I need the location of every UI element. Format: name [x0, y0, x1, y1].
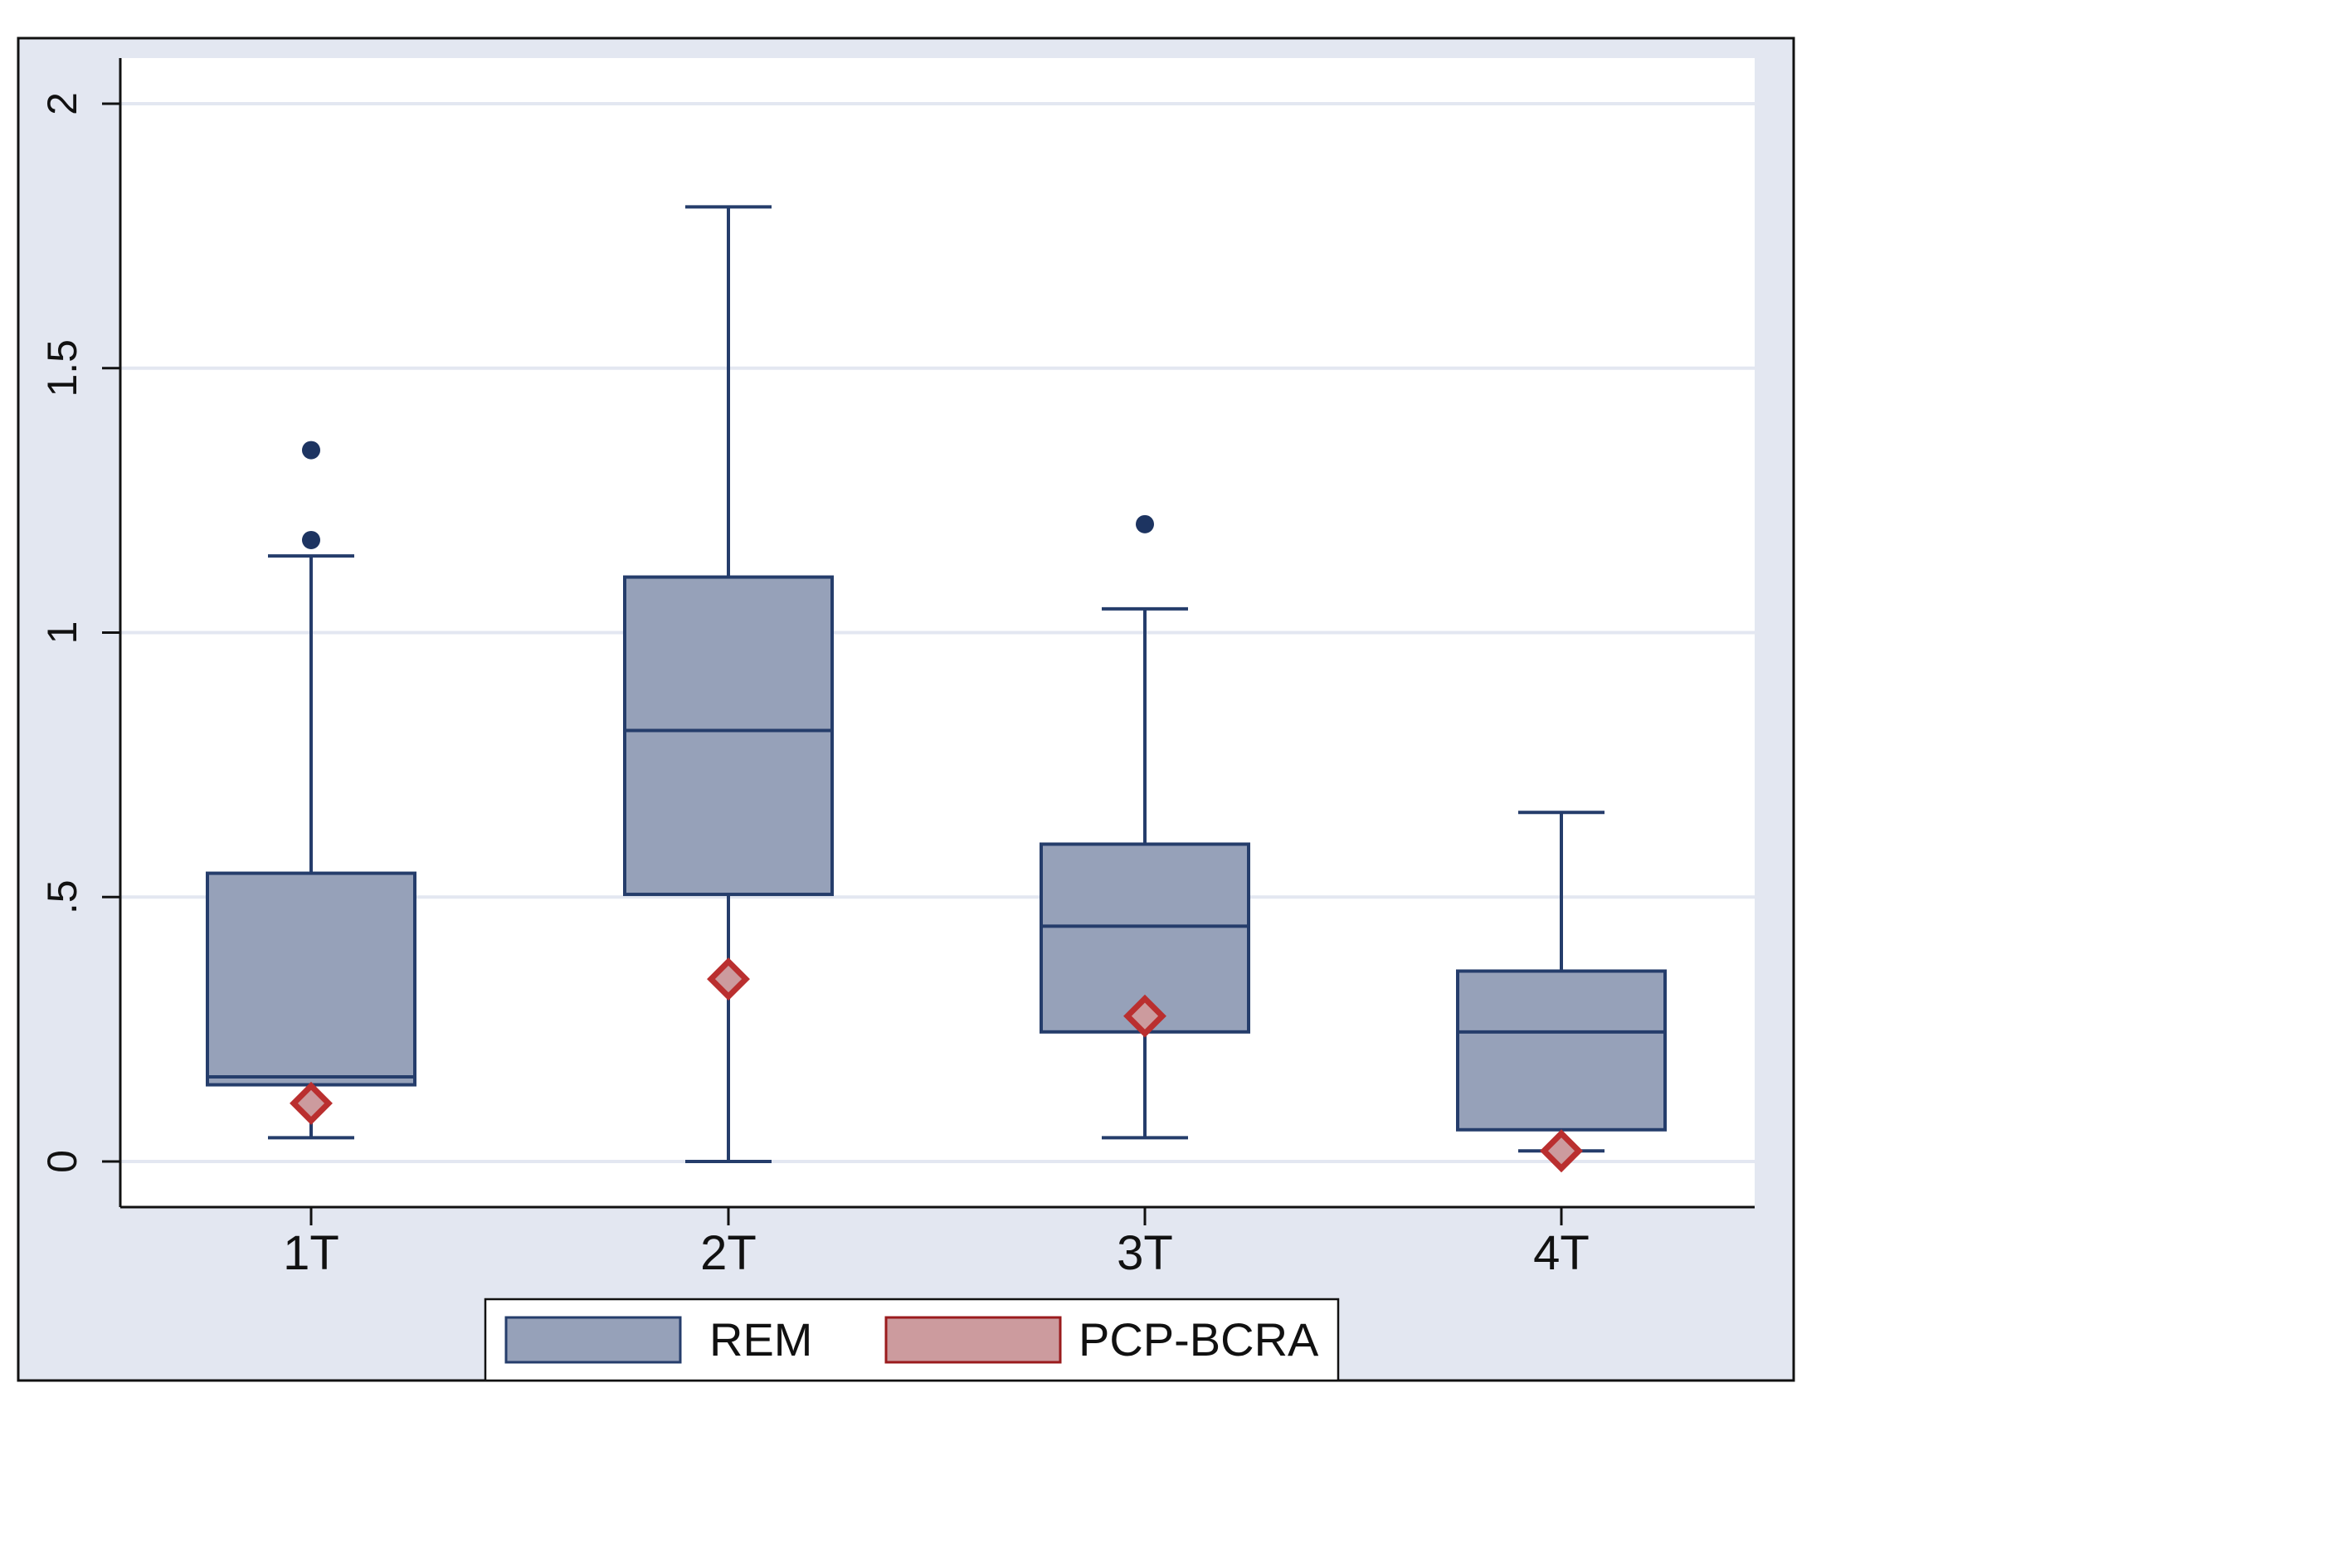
- y-tick-label-2: 1: [39, 621, 85, 645]
- box-1T: [206, 441, 416, 1140]
- y-tick-label-1: .5: [39, 879, 85, 914]
- y-tick-label-3: 1.5: [39, 339, 85, 397]
- x-axis: 1T 2T 3T 4T: [120, 1205, 1755, 1280]
- box-2T: [623, 205, 834, 1163]
- marker-series-pcp-bcra: [290, 957, 1583, 1173]
- box-body-1T: [206, 871, 416, 1087]
- box-series-rem: [206, 205, 1667, 1163]
- legend-label-pcp-bcra: PCP-BCRA: [1079, 1313, 1319, 1366]
- legend-swatch-rem: [504, 1316, 682, 1364]
- box-body-4T: [1456, 969, 1667, 1132]
- x-tick-label-1T: 1T: [283, 1226, 339, 1280]
- x-tick-label-3T: 3T: [1117, 1226, 1173, 1280]
- outlier-3T-0: [1136, 514, 1154, 533]
- marker-3T: [1123, 994, 1166, 1038]
- box-body-2T: [623, 575, 834, 897]
- y-tick-label-0: 0: [39, 1150, 85, 1173]
- legend-label-rem: REM: [709, 1313, 812, 1366]
- legend: REM PCP-BCRA: [484, 1298, 1340, 1382]
- box-4T: [1456, 811, 1667, 1153]
- outlier-1T-1: [302, 441, 320, 460]
- outlier-1T-0: [302, 530, 320, 549]
- marker-4T: [1540, 1129, 1583, 1173]
- marker-2T: [707, 957, 750, 1001]
- marker-1T: [290, 1081, 333, 1125]
- x-tick-label-4T: 4T: [1533, 1226, 1590, 1280]
- y-axis: 0 .5 1 1.5 2: [39, 58, 122, 1207]
- x-tick-label-2T: 2T: [700, 1226, 757, 1280]
- legend-swatch-pcp-bcra: [884, 1316, 1062, 1364]
- y-tick-label-4: 2: [39, 92, 85, 115]
